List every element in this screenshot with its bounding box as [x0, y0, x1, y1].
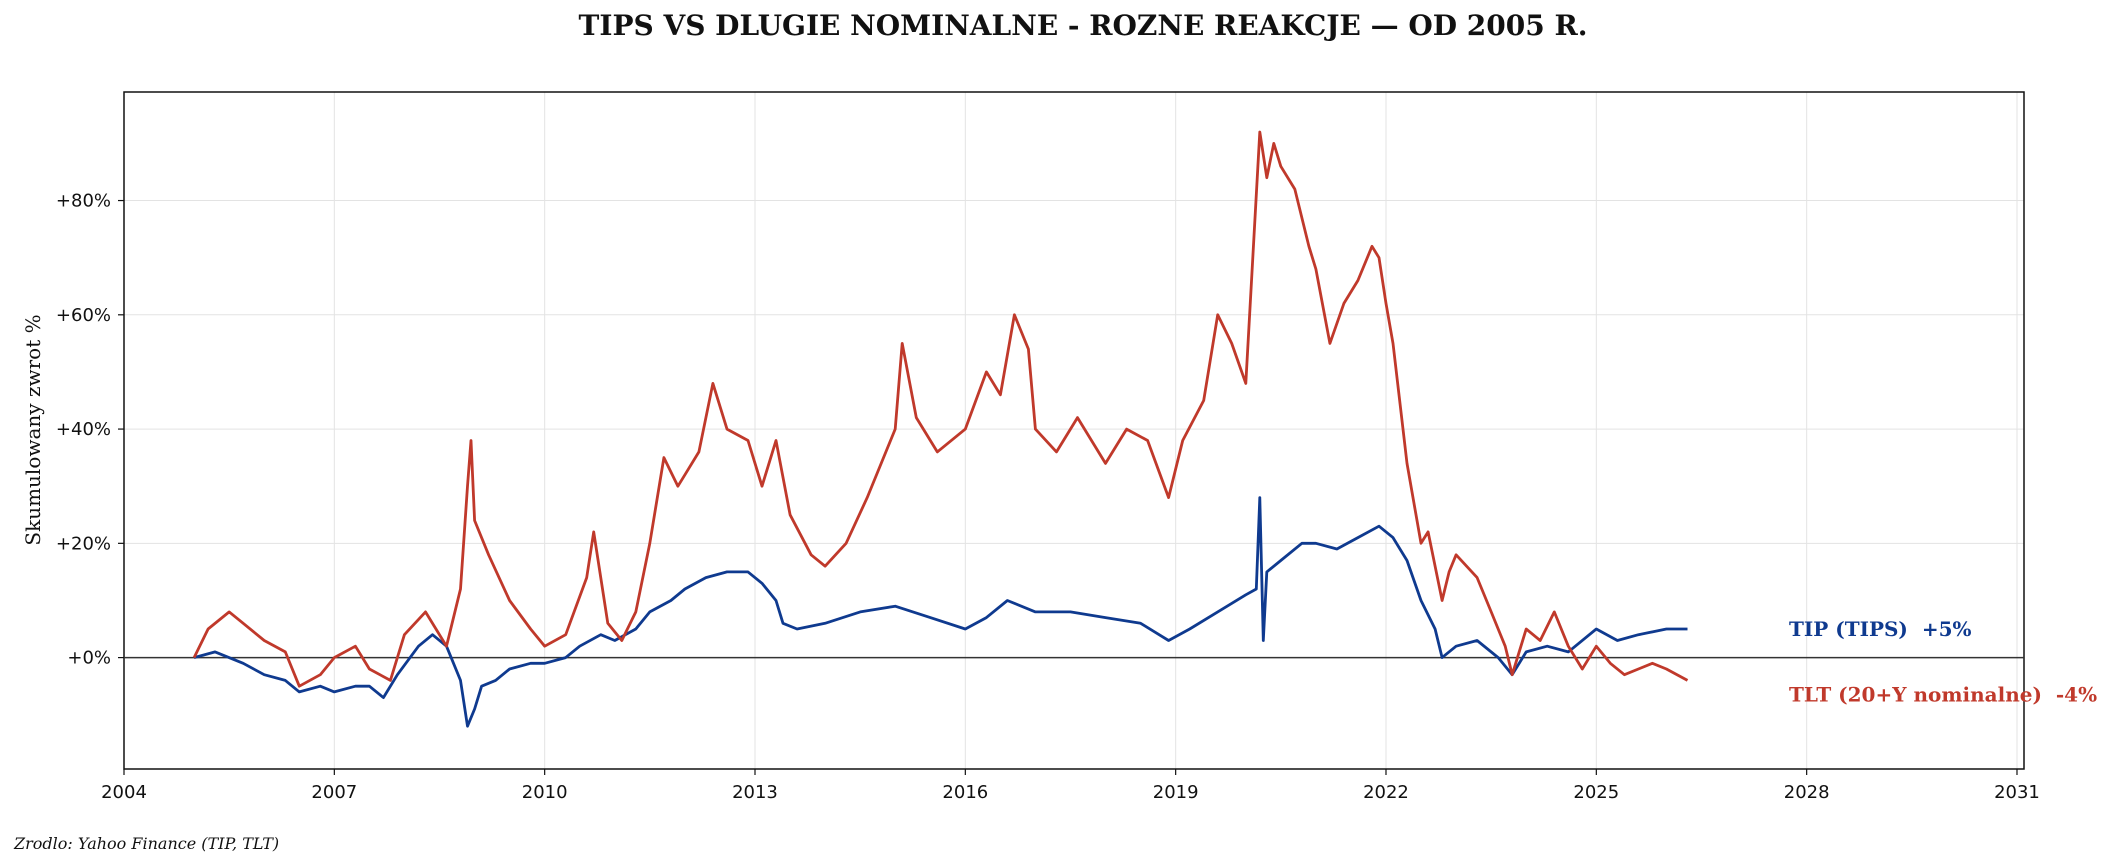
- x-axis: 2004 2007 2010 2013 2016 2019 2022 2025 2028 2031: [101, 769, 2040, 803]
- chart-title: TIPS VS DLUGIE NOMINALNE - ROZNE REAKCJE…: [579, 9, 1588, 42]
- x-tick-label: 2013: [732, 782, 778, 803]
- y-axis: +0% +20% +40% +60% +80%: [56, 191, 124, 669]
- series-end-label-tlt: TLT (20+Y nominalne) -4%: [1789, 682, 2097, 706]
- series-line-tlt: [192, 130, 1689, 688]
- x-tick-label: 2028: [1784, 782, 1830, 803]
- x-tick-label: 2031: [1994, 782, 2040, 803]
- x-tick-label: 2019: [1153, 782, 1199, 803]
- x-tick-label: 2025: [1573, 782, 1619, 803]
- y-tick-label: +80%: [56, 191, 111, 212]
- series-end-label-tip: TIP (TIPS) +5%: [1789, 617, 1972, 641]
- grid: [123, 92, 2024, 769]
- series-line-tip: [193, 496, 1688, 728]
- series-end-labels: TIP (TIPS) +5% TLT (20+Y nominalne) -4%: [1789, 617, 2097, 706]
- x-tick-label: 2007: [311, 782, 357, 803]
- x-tick-label: 2010: [522, 782, 568, 803]
- x-tick-label: 2004: [101, 782, 147, 803]
- series-layer: [192, 130, 1689, 728]
- y-axis-label: Skumulowany zwrot %: [21, 314, 45, 545]
- y-tick-label: +0%: [67, 648, 111, 669]
- y-tick-label: +40%: [56, 419, 111, 440]
- source-note: Zrodlo: Yahoo Finance (TIP, TLT): [13, 834, 279, 853]
- x-tick-label: 2022: [1363, 782, 1409, 803]
- x-tick-label: 2016: [942, 782, 988, 803]
- y-tick-label: +60%: [56, 305, 111, 326]
- plot-area: [123, 91, 2025, 770]
- y-tick-label: +20%: [56, 533, 111, 554]
